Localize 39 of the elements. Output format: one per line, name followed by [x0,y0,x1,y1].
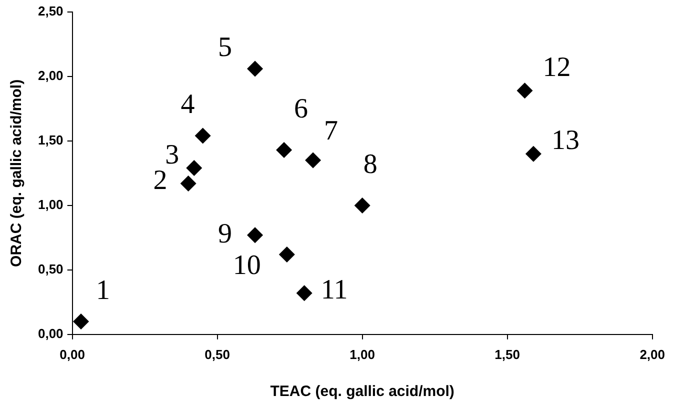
annotation: 7 [324,116,338,147]
annotation: 12 [542,52,571,84]
y-axis-title: ORAC (eq. gallic acid/mol) [8,79,26,267]
annotation: 6 [294,93,308,124]
annotation: 10 [232,250,261,281]
x-tick-label: 0,50 [204,346,230,362]
annotation: 4 [180,89,195,120]
y-tick-label: 1,50 [38,132,64,148]
y-tick-label: 0,00 [38,326,64,341]
point [276,142,292,158]
y-tick-label: 0,50 [38,262,64,276]
point [354,197,370,214]
point [516,82,533,99]
annotation: 2 [153,164,168,196]
point [180,176,196,192]
point [186,160,202,176]
point [247,227,264,244]
x-tick-label: 0,00 [60,346,85,362]
y-tick-label: 2,00 [38,68,64,84]
annotation: 13 [551,125,580,156]
annotation: 3 [165,139,180,170]
annotation: 5 [218,32,232,64]
point [525,146,542,162]
annotation: 8 [363,148,378,180]
point [305,152,322,168]
annotation: 1 [96,274,110,306]
point [247,60,264,77]
point [194,128,211,144]
y-tick-label: 2,50 [38,4,64,19]
point [296,285,312,302]
x-tick-label: 2,00 [640,346,666,362]
point [278,246,295,262]
x-tick-label: 1,00 [350,346,375,362]
x-axis-title: TEAC (eq. gallic acid/mol) [270,383,454,400]
point [73,314,90,330]
x-tick-label: 1,50 [494,346,520,362]
y-tick-label: 1,00 [38,197,64,212]
annotation: 9 [218,218,232,250]
annotation: 11 [320,274,348,306]
